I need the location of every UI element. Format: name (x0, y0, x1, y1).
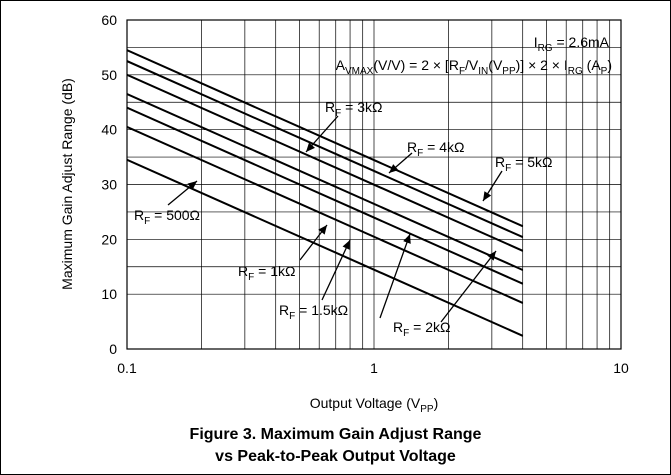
arrow-head (389, 164, 399, 173)
series-line (126, 125, 524, 304)
x-axis-title: Output Voltage (VPP) (310, 395, 439, 415)
series-group (126, 49, 524, 337)
plot-area (126, 19, 622, 350)
y-tick-label: 50 (101, 67, 117, 83)
x-tick-label: 1 (370, 360, 378, 376)
label-rf-1k: RF = 1kΩ (238, 263, 295, 283)
arrow-line (379, 233, 411, 319)
current-condition: IRG = 2.6mA (534, 34, 610, 54)
arrow-line (321, 239, 351, 301)
label-rf-4k: RF = 4kΩ (407, 139, 464, 159)
series-line (126, 49, 524, 228)
arrow-head (342, 240, 350, 250)
series-line (126, 93, 524, 271)
y-tick-label: 10 (101, 286, 117, 302)
x-tick-label: 10 (613, 360, 629, 376)
arrow-head (483, 191, 492, 201)
x-tick-label: 0.1 (117, 360, 137, 376)
arrow-head (318, 225, 327, 235)
label-rf-5k: RF = 5kΩ (495, 154, 552, 174)
gain-formula: AVMAX(V/V) = 2 × [RF/VIN(VPP)] × 2 × IRG… (336, 57, 612, 77)
series-line (126, 73, 524, 252)
label-rf-500: RF = 500Ω (134, 207, 200, 227)
label-rf-2k: RF = 2kΩ (393, 319, 450, 339)
caption-line-1: Figure 3. Maximum Gain Adjust Range (189, 426, 482, 443)
caption-line-2: vs Peak-to-Peak Output Voltage (215, 448, 456, 465)
y-tick-label: 60 (101, 12, 117, 28)
arrow-head (403, 234, 411, 244)
label-rf-1-5k: RF = 1.5kΩ (279, 302, 348, 322)
series-line (126, 106, 524, 285)
arrow-line (440, 250, 497, 323)
arrow-head (306, 142, 315, 152)
arrow-head (487, 251, 496, 261)
y-axis-title: Maximum Gain Adjust Range (dB) (59, 78, 75, 290)
y-tick-label: 20 (101, 231, 117, 247)
y-tick-label: 40 (101, 122, 117, 138)
label-arrows (167, 115, 503, 323)
y-tick-label: 30 (101, 177, 117, 193)
label-rf-3k: RF = 3kΩ (325, 99, 382, 119)
tick-labels: 0.1 1 10 0 10 20 30 40 50 60 (101, 12, 629, 376)
arrow-head (187, 181, 197, 190)
y-tick-label: 0 (109, 341, 117, 357)
series-line (126, 60, 524, 239)
